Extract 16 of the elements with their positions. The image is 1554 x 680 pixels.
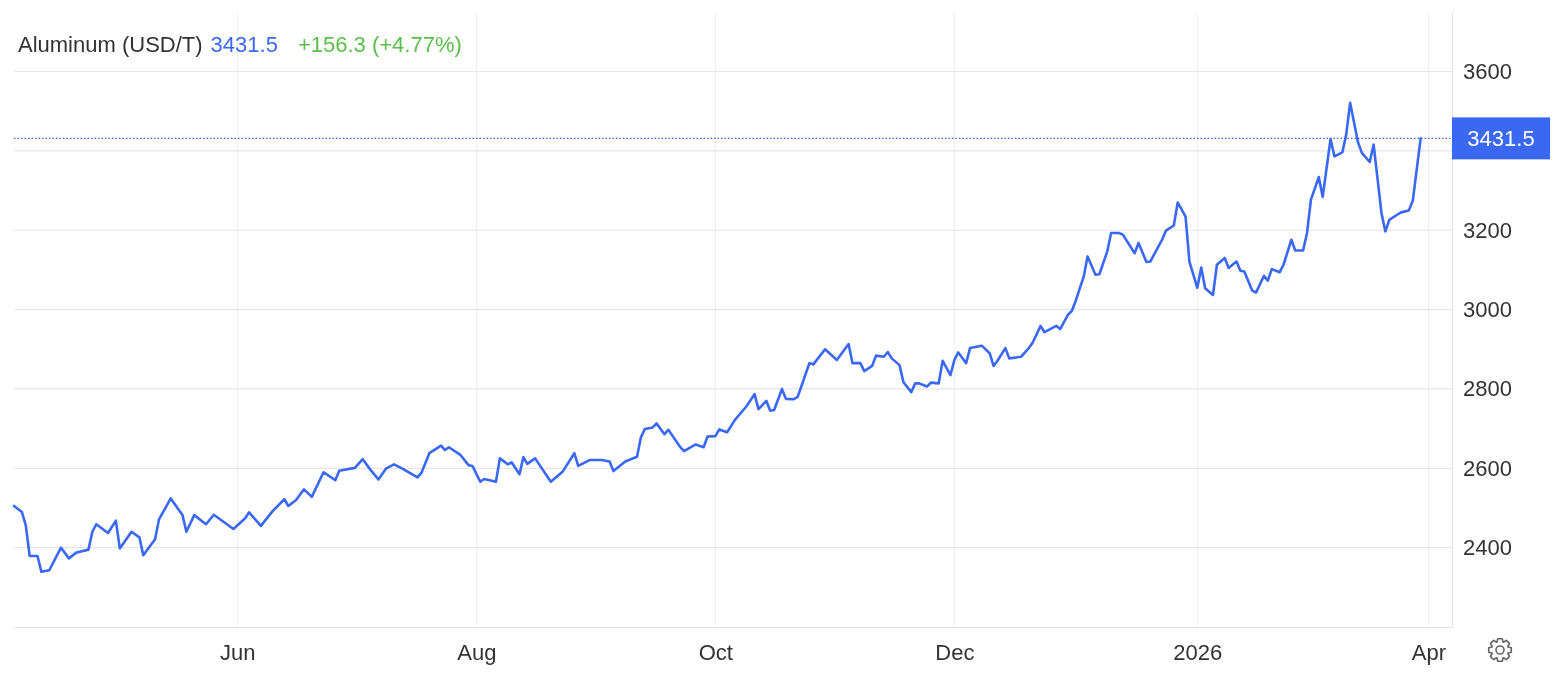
x-tick-label: 2026 [1173,639,1223,665]
x-tick-label: Dec [935,639,975,665]
x-tick-label: Jun [220,639,256,665]
x-tick-label: Aug [457,639,497,665]
y-tick-label: 2800 [1463,376,1512,402]
y-tick-label: 2400 [1463,535,1512,561]
annotation: 3431.5 [210,32,278,57]
ref-line-label: 3431.5 [1467,126,1535,152]
y-tick-label: 3600 [1463,59,1512,85]
x-tick-label: Oct [698,639,733,665]
text: Aluminum (USD/T) [18,32,203,57]
x-tick-label: Apr [1411,639,1447,665]
y-tick-label: 2600 [1463,455,1512,481]
annotation: +156.3 (+4.77%) [297,32,462,57]
y-tick-label: 3000 [1463,297,1512,323]
y-tick-label: 3200 [1463,217,1512,243]
